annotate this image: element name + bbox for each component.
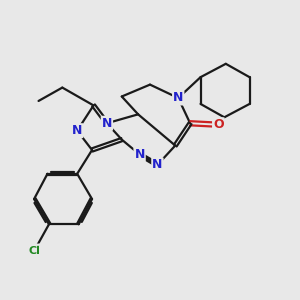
Text: N: N [152, 158, 163, 171]
Text: O: O [213, 118, 224, 131]
Text: N: N [173, 92, 183, 104]
Text: N: N [102, 117, 112, 130]
Text: Cl: Cl [28, 246, 40, 256]
Text: N: N [72, 124, 83, 137]
Text: Cl: Cl [28, 244, 41, 258]
Text: N: N [134, 148, 145, 161]
